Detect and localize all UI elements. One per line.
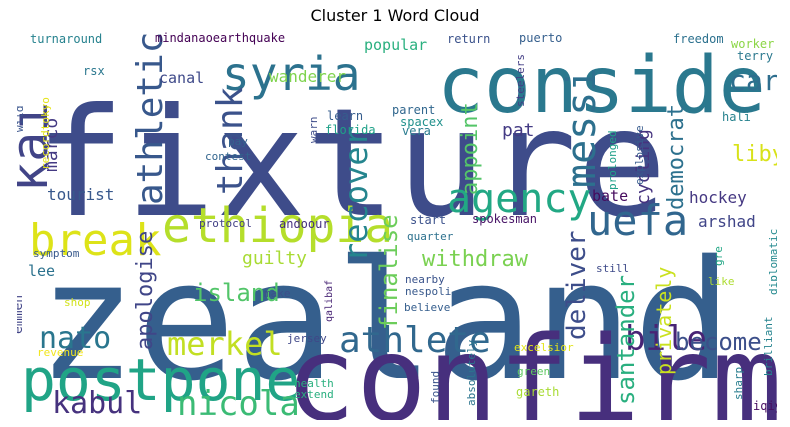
- word-democrat: democrat: [664, 104, 689, 210]
- word-privately: privately: [652, 267, 676, 375]
- word-wanderer: wanderer: [269, 67, 346, 86]
- word-found: found: [429, 371, 442, 404]
- word-carlo: carlo: [729, 64, 777, 97]
- word-andoour: andoour: [279, 217, 330, 231]
- word-worker: worker: [731, 37, 774, 51]
- word-fixture: fixture: [35, 77, 667, 251]
- word-santander: santander: [612, 275, 640, 405]
- word-break: break: [29, 215, 161, 266]
- word-diplomatic: diplomatic: [767, 229, 777, 295]
- word-gre: gre: [712, 246, 725, 266]
- word-arshad: arshad: [698, 212, 756, 231]
- word-athletic: athletic: [130, 32, 171, 205]
- word-libya: libya: [732, 142, 777, 167]
- word-vera: vera: [402, 124, 431, 138]
- word-bate: bate: [592, 187, 628, 205]
- word-jersey: jersey: [287, 332, 327, 345]
- word-florida: florida: [325, 123, 376, 137]
- word-protocol: protocol: [199, 217, 252, 230]
- word-freedom: freedom: [673, 32, 724, 46]
- word-start: start: [410, 213, 446, 227]
- word-recordtokyo: recordtokyo: [39, 97, 52, 170]
- word-turnaround: turnaround: [30, 32, 102, 46]
- word-lee: lee: [28, 262, 55, 280]
- word-quarter: quarter: [407, 230, 454, 243]
- word-qalibaf: qalibaf: [324, 280, 335, 322]
- word-zealand: zealand: [37, 225, 732, 417]
- word-symptom: symptom: [33, 247, 80, 260]
- word-kabul: kabul: [52, 386, 142, 420]
- word-finalise: finalise: [375, 214, 403, 330]
- word-iqiyi: iqiyi: [753, 399, 777, 413]
- word-island: island: [193, 279, 280, 307]
- word-parent: parent: [392, 103, 435, 117]
- word-believe: believe: [404, 301, 450, 314]
- word-nespoli: nespoli: [405, 285, 451, 298]
- word-revenue: revenue: [37, 346, 83, 359]
- word-shop: shop: [64, 296, 91, 309]
- word-consider: consider: [437, 41, 777, 131]
- word-prolonged: prolonged: [606, 130, 619, 190]
- word-hockey: hockey: [689, 188, 747, 207]
- word-warn: warn: [307, 117, 320, 144]
- word-pay: pay: [228, 135, 248, 148]
- word-brilliant: brilliant: [762, 316, 775, 376]
- word-athlete: athlete: [339, 320, 491, 361]
- word-explosive: explosive: [633, 125, 646, 185]
- word-kai: kai: [17, 102, 59, 192]
- word-wild: wild: [17, 106, 26, 133]
- word-agency: agency: [447, 176, 592, 222]
- word-mindanaoearthquake: mindanaoearthquake: [155, 31, 285, 45]
- chart-title: Cluster 1 Word Cloud: [310, 6, 480, 25]
- word-absolutely: absolutely: [465, 339, 478, 406]
- word-terry: terry: [737, 49, 773, 63]
- word-marco: marco: [41, 118, 62, 172]
- word-contest: contest: [205, 150, 251, 163]
- word-pat: pat: [502, 120, 535, 141]
- word-nato: nato: [39, 321, 111, 356]
- word-return: return: [447, 32, 490, 46]
- word-syria: syria: [222, 47, 360, 101]
- word-recover: recover: [337, 127, 375, 262]
- word-uefa: uefa: [587, 196, 688, 245]
- word-nicola: nicola: [177, 384, 300, 420]
- word-tourist: tourist: [47, 185, 114, 204]
- word-like: like: [708, 275, 735, 288]
- word-ethiopia: ethiopia: [162, 198, 393, 254]
- word-make: make: [264, 287, 291, 300]
- word-sharp: sharp: [732, 367, 745, 400]
- word-puerto: puerto: [519, 31, 562, 45]
- word-spokesman: spokesman: [472, 212, 537, 226]
- word-withdraw: withdraw: [422, 247, 529, 272]
- word-merkel: merkel: [167, 325, 283, 363]
- word-guilty: guilty: [242, 248, 307, 269]
- word-confirm: confirm: [285, 310, 777, 420]
- word-become: become: [675, 328, 762, 356]
- word-hali: hali: [722, 110, 751, 124]
- word-nearby: nearby: [405, 273, 445, 286]
- word-apologise: apologise: [133, 231, 158, 350]
- word-still: still: [596, 262, 629, 275]
- word-deliver: deliver: [562, 230, 592, 340]
- word-appoint: appoint: [458, 102, 483, 195]
- word-messi: messi: [559, 68, 605, 188]
- word-thank: thank: [210, 86, 251, 195]
- word-postpone: postpone: [21, 346, 300, 414]
- word-popular: popular: [364, 36, 427, 54]
- word-cycling: cycling: [633, 129, 654, 205]
- word-spacex: spacex: [400, 115, 443, 129]
- word-gareth: gareth: [516, 385, 559, 399]
- word-excelsior: excelsior: [514, 341, 574, 354]
- word-steelers: steelers: [514, 54, 527, 107]
- word-green: green: [517, 365, 550, 378]
- word-canal: canal: [159, 69, 204, 87]
- word-extend: extend: [294, 388, 334, 401]
- word-bile: bile: [625, 319, 707, 359]
- word-emmen: emmen: [17, 295, 26, 334]
- word-learn: learn: [327, 109, 363, 123]
- word-health: health: [294, 377, 334, 390]
- word-rsx: rsx: [83, 64, 105, 78]
